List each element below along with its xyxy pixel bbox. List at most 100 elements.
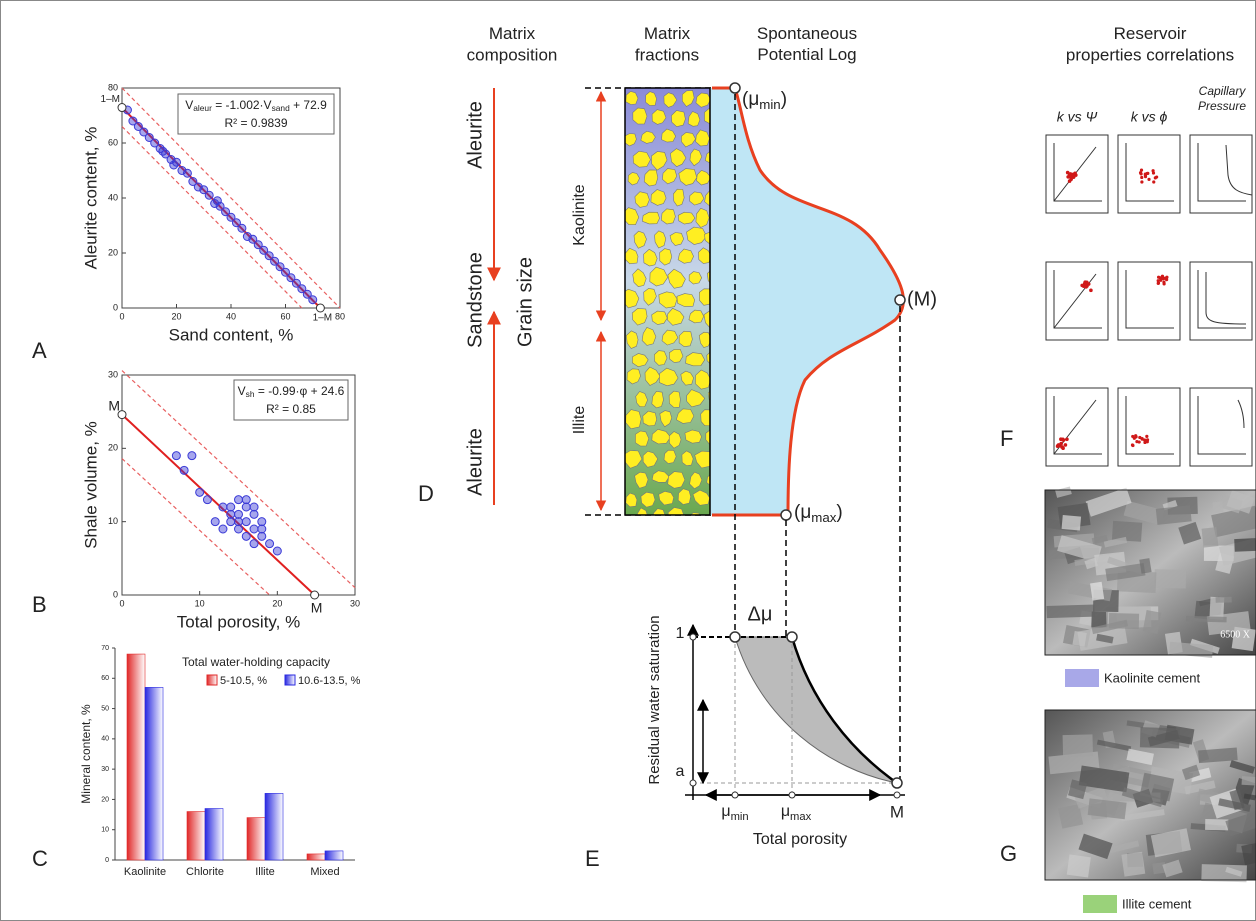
y-tick-label: 0	[113, 302, 118, 312]
sem-frame	[1044, 489, 1256, 656]
x-tick-label: 20	[171, 311, 181, 321]
composition-label: Aleurite	[464, 101, 486, 169]
grain	[625, 288, 640, 309]
grain	[704, 231, 710, 245]
y-a: a	[676, 763, 685, 780]
delta-label: Δμ	[748, 603, 773, 625]
mini-dot	[1065, 437, 1069, 442]
point	[215, 201, 225, 211]
sem-texture	[1201, 527, 1219, 548]
marker-point	[729, 82, 741, 94]
grain	[633, 230, 647, 249]
title: Reservoir properties correlations	[1066, 24, 1234, 64]
point	[241, 517, 251, 527]
grain	[653, 508, 666, 515]
point	[248, 234, 258, 244]
point	[241, 495, 251, 505]
grain	[625, 409, 642, 430]
mini-plot	[1045, 387, 1109, 467]
sem-texture	[1150, 828, 1191, 858]
grain	[667, 307, 685, 326]
marker-point	[894, 294, 906, 306]
mini-dot	[1068, 172, 1073, 176]
trend-line	[121, 413, 316, 596]
point	[133, 122, 143, 131]
grain	[677, 211, 696, 225]
point	[218, 502, 228, 512]
x-tick-label: 40	[226, 311, 236, 321]
point	[249, 509, 259, 519]
mu-min-label: (μmin)	[742, 89, 787, 112]
bar	[324, 850, 344, 861]
column-label: k vs Ψ	[1057, 109, 1098, 125]
bar	[186, 811, 206, 861]
mini-dot	[1151, 169, 1155, 173]
y-tick-label: 40	[101, 736, 109, 743]
legend-title: Total water-holding capacity	[182, 655, 330, 669]
mini-dot	[1066, 175, 1070, 179]
x-tick-label: 30	[350, 598, 360, 608]
grain	[695, 207, 710, 228]
sem-texture	[1055, 486, 1072, 498]
sem-texture	[1211, 505, 1256, 538]
y-tick-label: 80	[108, 82, 118, 92]
grain	[651, 310, 668, 325]
sem-texture	[1103, 536, 1128, 548]
grain	[705, 429, 710, 446]
grain	[676, 293, 696, 307]
point	[210, 517, 220, 527]
grain	[650, 189, 667, 206]
point	[221, 207, 231, 217]
grain	[698, 247, 710, 264]
panel-label: E	[585, 846, 600, 871]
sem-texture	[1061, 514, 1082, 531]
y-tick-label: 50	[101, 705, 109, 712]
grain	[653, 350, 668, 366]
y-tick-label: 60	[101, 675, 109, 682]
grain	[661, 329, 679, 346]
grain	[696, 169, 710, 186]
panel-label: D	[418, 481, 434, 506]
panel-label: C	[32, 846, 48, 871]
mini-dot	[1142, 438, 1147, 442]
grain	[659, 248, 673, 266]
bar	[144, 687, 164, 861]
sem-texture	[1162, 859, 1183, 878]
grain	[625, 330, 639, 349]
legend-label: 5-10.5, %	[220, 675, 267, 687]
mini-dot	[1139, 172, 1143, 176]
grain	[658, 490, 675, 506]
panel-label: A	[32, 338, 47, 363]
sem-texture	[1169, 641, 1214, 658]
grain	[681, 132, 696, 148]
sem-texture	[1085, 487, 1132, 517]
mini-dot	[1069, 177, 1073, 182]
sem-texture	[1243, 793, 1256, 801]
point	[234, 509, 243, 519]
tick-point	[689, 633, 697, 641]
header: Matrix composition	[467, 24, 558, 64]
point	[204, 190, 214, 200]
mini-dot	[1140, 175, 1144, 180]
cement-label: Illite	[571, 406, 588, 435]
marker-point	[729, 631, 741, 643]
composition-label: Sandstone	[464, 252, 486, 348]
sem-texture	[1231, 626, 1256, 652]
x-axis-label: Total porosity	[753, 831, 847, 848]
point	[195, 487, 205, 497]
grain	[669, 232, 685, 246]
bar	[306, 853, 326, 861]
grain	[634, 471, 649, 489]
sem-texture	[1201, 864, 1247, 883]
sem-texture	[1078, 765, 1130, 793]
point	[286, 273, 296, 283]
y-one: 1	[676, 625, 685, 642]
grain	[631, 308, 648, 326]
mu-max-label: μmax	[781, 803, 812, 823]
sem-texture	[1068, 779, 1088, 800]
mini-dot	[1152, 180, 1156, 184]
r-squared: R² = 0.9839	[224, 116, 287, 130]
grain	[642, 410, 658, 427]
grain	[660, 208, 676, 225]
grain	[671, 110, 686, 128]
